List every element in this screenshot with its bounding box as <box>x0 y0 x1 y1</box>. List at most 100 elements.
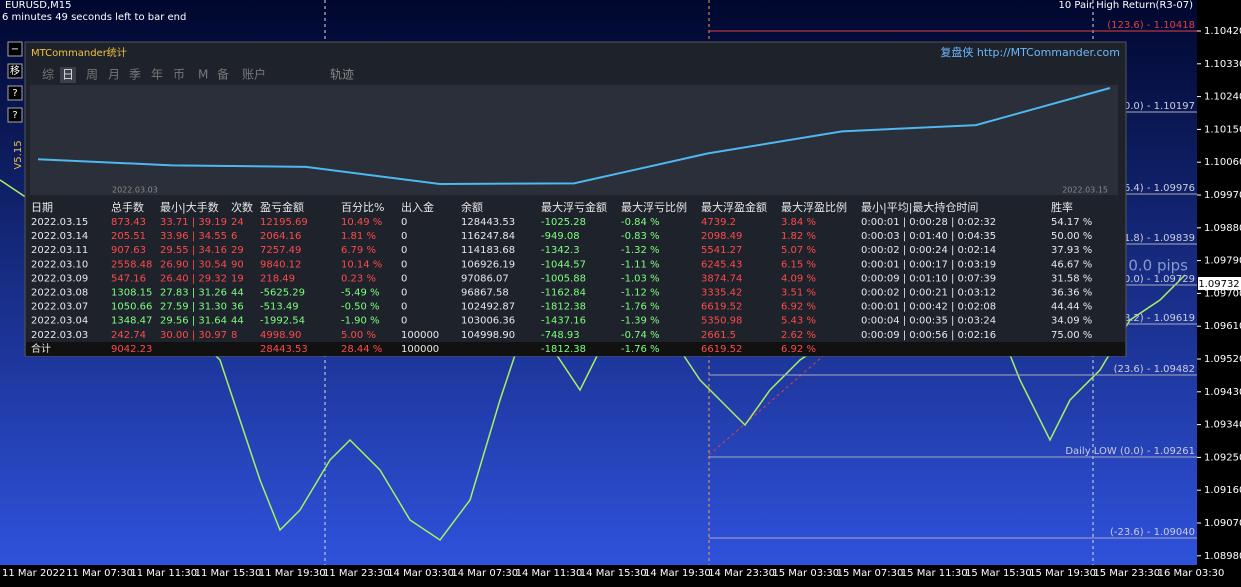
side-button[interactable] <box>7 85 23 101</box>
table-cell: 7257.49 <box>260 245 301 256</box>
table-cell: 2064.16 <box>260 231 301 242</box>
table-cell: 2661.5 <box>701 330 736 341</box>
time-label: 11 Mar 07:30 <box>66 568 133 579</box>
table-cell: 2022.03.11 <box>31 245 88 256</box>
table-cell: 2558.48 <box>111 259 152 270</box>
time-label: 15 Mar 19:30 <box>1029 568 1096 579</box>
table-cell: -1.90 % <box>341 316 380 327</box>
time-label: 14 Mar 23:30 <box>708 568 775 579</box>
tab[interactable]: 备 <box>217 68 229 82</box>
table-cell: 12195.69 <box>260 217 308 228</box>
side-button-label[interactable]: ? <box>12 88 17 99</box>
table-cell: -0.50 % <box>341 302 380 313</box>
table-cell: 128443.53 <box>461 217 515 228</box>
table-cell: -0.84 % <box>621 217 660 228</box>
tab[interactable]: 年 <box>151 68 163 82</box>
table-cell: 0 <box>401 316 407 327</box>
table-cell: 0:00:01 | 0:00:28 | 0:02:32 <box>861 217 996 228</box>
price-label: 1.10420 <box>1204 26 1241 37</box>
table-cell: 0:00:02 | 0:00:21 | 0:03:12 <box>861 288 996 299</box>
column-header: 最小|大手数 <box>160 200 219 214</box>
table-cell: 5350.98 <box>701 316 742 327</box>
table-cell: 46.67 % <box>1051 259 1092 270</box>
tab[interactable]: 综 <box>42 68 54 82</box>
table-cell: 0 <box>401 231 407 242</box>
track-tab[interactable]: 轨迹 <box>330 68 354 82</box>
table-cell: 6619.52 <box>701 302 742 313</box>
table-cell: 10.14 % <box>341 259 382 270</box>
tab[interactable]: 周 <box>86 68 98 82</box>
table-cell: 0:00:01 | 0:00:17 | 0:03:19 <box>861 259 996 270</box>
table-cell: 5.07 % <box>781 245 816 256</box>
time-label: 15 Mar 03:30 <box>772 568 839 579</box>
fib-label: Daily LOW (0.0) - 1.09261 <box>1065 446 1195 457</box>
time-label: 11 Mar 15:30 <box>195 568 262 579</box>
table-cell: 5.43 % <box>781 316 816 327</box>
tab[interactable]: M <box>198 68 208 82</box>
table-cell: 2022.03.03 <box>31 330 88 341</box>
table-cell: -748.93 <box>541 330 580 341</box>
table-cell: 102492.87 <box>461 302 515 313</box>
total-cell: -1.76 % <box>621 344 660 355</box>
side-button-label[interactable]: 移 <box>10 64 20 77</box>
tab[interactable]: 季 <box>129 68 141 82</box>
table-cell: 6.79 % <box>341 245 376 256</box>
tab[interactable]: 账户 <box>242 67 266 82</box>
column-header: 最大浮亏金额 <box>541 200 607 214</box>
trend-line <box>708 349 831 456</box>
total-row-bg <box>26 342 1125 356</box>
column-header: 盈亏金额 <box>260 200 304 214</box>
price-label: 1.10330 <box>1204 59 1241 70</box>
table-cell: -1.03 % <box>621 273 660 284</box>
tab[interactable]: 月 <box>108 68 120 82</box>
table-cell: 27.59 | 31.30 <box>160 302 227 313</box>
price-label: 1.09520 <box>1204 354 1241 365</box>
panel-title: MTCommander统计 <box>31 46 127 59</box>
side-button-label[interactable]: ? <box>12 110 17 121</box>
side-button-label[interactable]: − <box>11 44 19 55</box>
price-label: 1.10060 <box>1204 157 1241 168</box>
table-cell: 100000 <box>401 330 439 341</box>
table-cell: -1992.54 <box>260 316 305 327</box>
side-button[interactable] <box>7 107 23 123</box>
total-cell: 6619.52 <box>701 344 742 355</box>
side-button[interactable] <box>7 41 23 57</box>
table-cell: 10.49 % <box>341 217 382 228</box>
time-label: 15 Mar 07:30 <box>837 568 904 579</box>
table-cell: -0.83 % <box>621 231 660 242</box>
time-label: 11 Mar 19:30 <box>259 568 326 579</box>
side-button[interactable] <box>7 63 23 79</box>
table-cell: 2022.03.04 <box>31 316 88 327</box>
table-cell: 0 <box>401 217 407 228</box>
table-cell: 4.09 % <box>781 273 816 284</box>
table-cell: 6 <box>231 231 237 242</box>
table-cell: 873.43 <box>111 217 146 228</box>
table-cell: 2022.03.14 <box>31 231 88 242</box>
table-cell: 1308.15 <box>111 288 152 299</box>
table-cell: 30.00 | 30.97 <box>160 330 227 341</box>
price-label: 1.09880 <box>1204 223 1241 234</box>
table-cell: 0 <box>401 302 407 313</box>
price-label: 1.09700 <box>1204 288 1241 299</box>
table-cell: 114183.68 <box>461 245 515 256</box>
indicator-name: 10 Pair High Return(R3-07) <box>1059 0 1194 11</box>
column-header: 出入金 <box>401 200 434 214</box>
time-label: 11 Mar 2022 <box>2 568 65 579</box>
table-cell: 9840.12 <box>260 259 301 270</box>
current-price-box <box>1198 277 1241 290</box>
tab[interactable]: 币 <box>173 68 185 82</box>
fib-label: (50.0) - 1.09729 <box>1114 274 1195 285</box>
panel-link[interactable]: 复盘侠 http://MTCommander.com <box>940 45 1120 59</box>
table-cell: 26.40 | 29.32 <box>160 273 227 284</box>
table-cell: 2022.03.07 <box>31 302 88 313</box>
table-cell: -5625.29 <box>260 288 305 299</box>
table-cell: 36.36 % <box>1051 288 1092 299</box>
table-cell: 6.92 % <box>781 302 816 313</box>
table-cell: -5.49 % <box>341 288 380 299</box>
tab-active <box>60 67 76 83</box>
tab[interactable]: 日 <box>62 68 74 82</box>
column-header: 最大浮盈金额 <box>701 200 767 214</box>
price-label: 1.08980 <box>1204 551 1241 562</box>
table-cell: 0:00:01 | 0:00:42 | 0:02:08 <box>861 302 996 313</box>
